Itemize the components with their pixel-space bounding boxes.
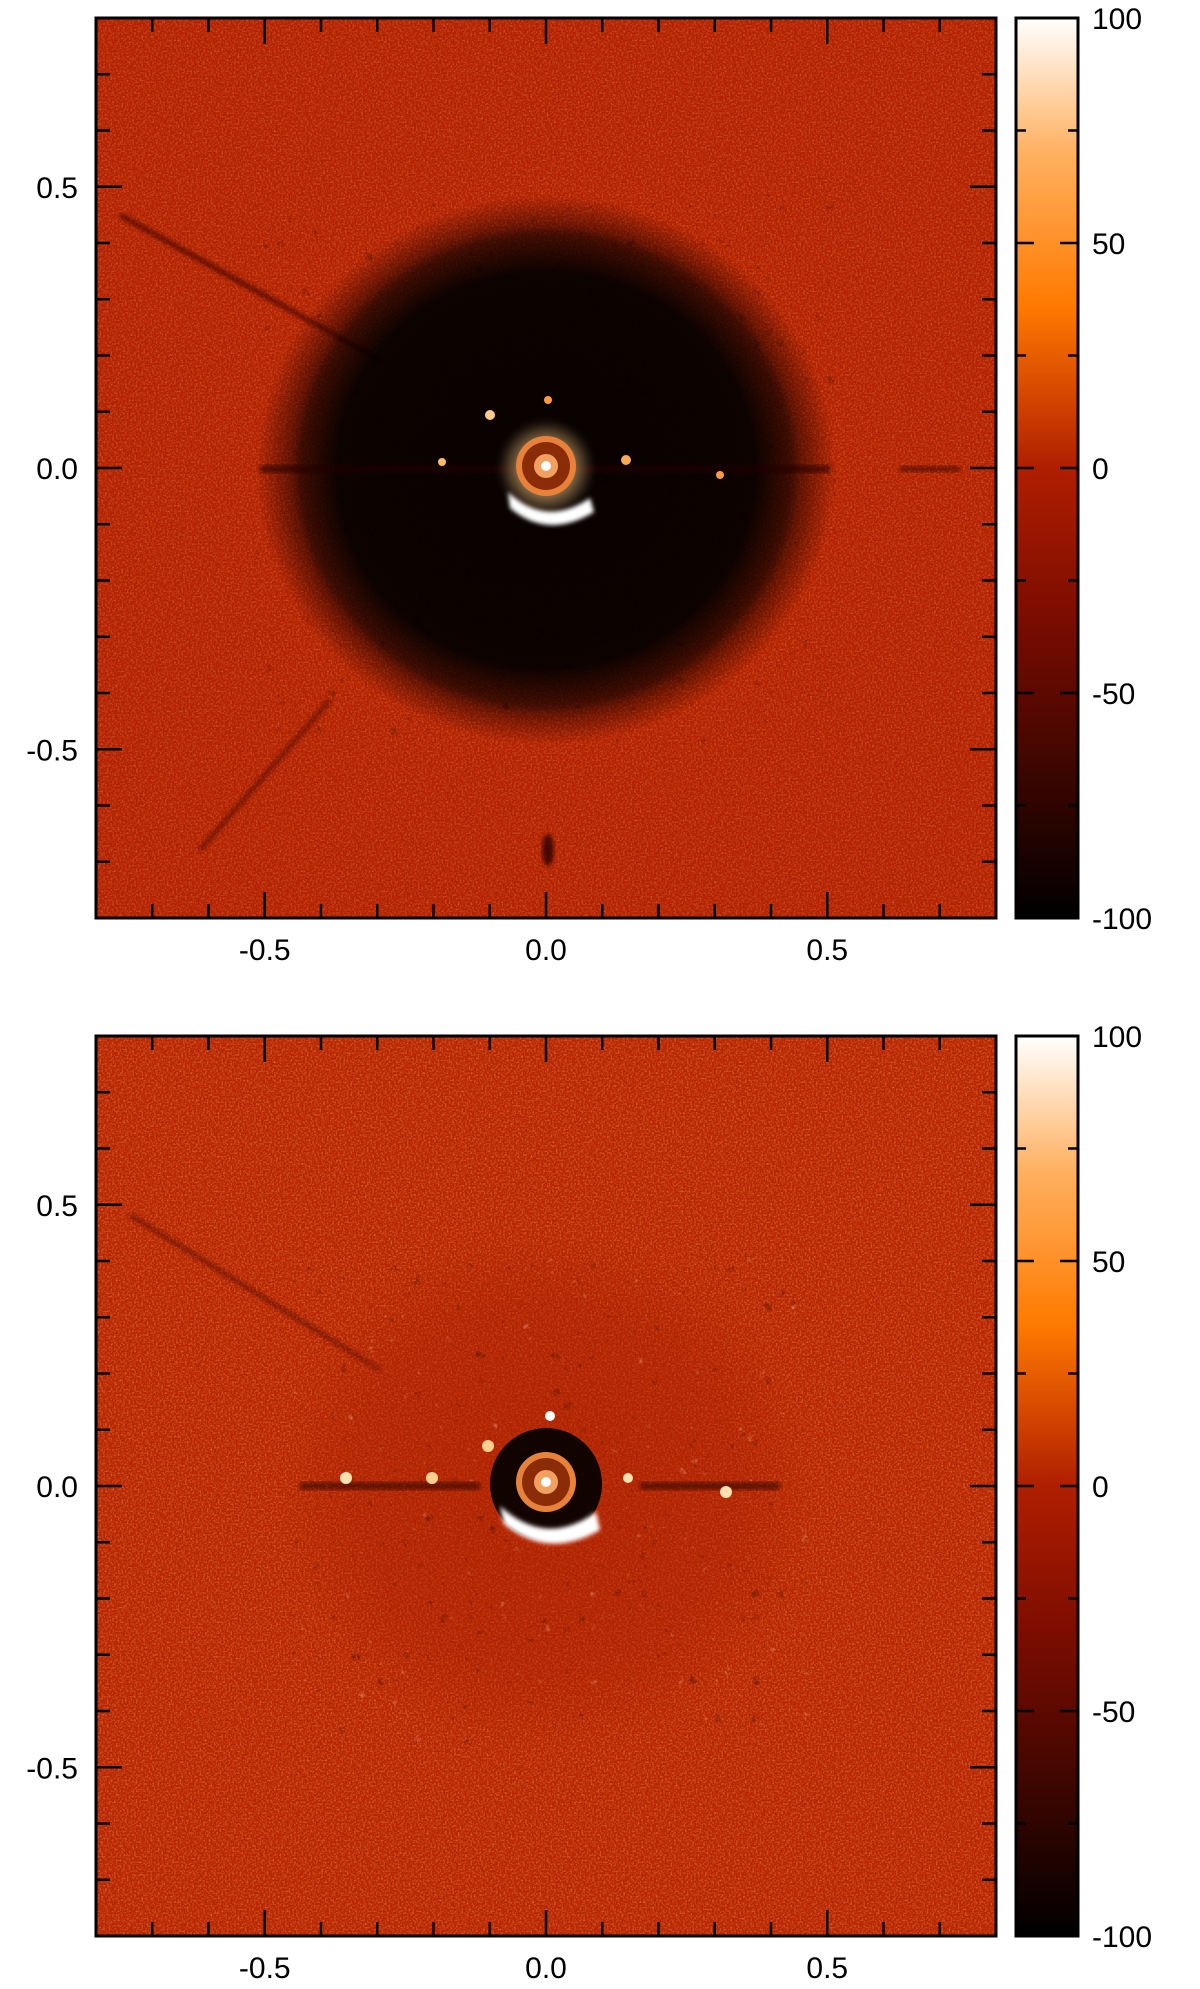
colorbar-tick-label: -100 (1092, 1921, 1152, 1954)
y-tick-label: 0.0 (36, 453, 78, 486)
speckle (482, 1440, 494, 1452)
speckle (621, 455, 631, 465)
central-source (490, 1428, 602, 1544)
colorbar-tick-label: -100 (1092, 903, 1152, 936)
x-tick-label: -0.5 (239, 934, 291, 967)
colorbar-tick-label: -50 (1092, 1696, 1135, 1729)
speckle (426, 1472, 438, 1484)
x-tick-label: -0.5 (239, 1952, 291, 1985)
horizontal-spike (640, 1482, 780, 1490)
colorbar-tick-label: 100 (1092, 1021, 1142, 1054)
speckle (716, 471, 724, 479)
colorbar-tick-label: 0 (1092, 1471, 1109, 1504)
x-tick-label: 0.5 (806, 934, 848, 967)
panel-bottom: -0.5 0.0 0.5 0.5 0.0 -0.5 100 50 0 -50 -100 (26, 1021, 1152, 1985)
speckle (545, 1411, 555, 1421)
x-tick-label: 0.5 (806, 1952, 848, 1985)
y-tick-label: 0.5 (36, 1190, 78, 1223)
colorbar-tick-label: -50 (1092, 678, 1135, 711)
speckle (544, 396, 552, 404)
horizontal-spike (300, 1482, 480, 1490)
axes-top: -0.5 0.0 0.5 0.5 0.0 -0.5 (26, 16, 998, 967)
colorbar-tick-label: 0 (1092, 453, 1109, 486)
panel-top: -0.5 0.0 0.5 0.5 0.0 -0.5 100 50 0 -50 -100 (26, 3, 1152, 967)
speckle (485, 410, 495, 420)
speckle (438, 458, 446, 466)
colorbar-top: 100 50 0 -50 -100 (1014, 3, 1152, 936)
colorbar-tick-label: 100 (1092, 3, 1142, 36)
x-tick-label: 0.0 (525, 1952, 567, 1985)
y-tick-label: 0.5 (36, 172, 78, 205)
y-tick-label: -0.5 (26, 734, 78, 767)
companion-blob (542, 834, 554, 866)
speckle (623, 1473, 633, 1483)
horizontal-spike (900, 466, 960, 472)
colorbar-bottom: 100 50 0 -50 -100 (1014, 1021, 1152, 1954)
axes-bottom: -0.5 0.0 0.5 0.5 0.0 -0.5 (26, 1034, 998, 1985)
y-tick-label: 0.0 (36, 1471, 78, 1504)
speckle (340, 1472, 352, 1484)
colorbar-tick-label: 50 (1092, 1246, 1125, 1279)
colorbar-tick-label: 50 (1092, 228, 1125, 261)
x-tick-label: 0.0 (525, 934, 567, 967)
central-source (498, 420, 594, 526)
speckle (720, 1486, 732, 1498)
y-tick-label: -0.5 (26, 1752, 78, 1785)
